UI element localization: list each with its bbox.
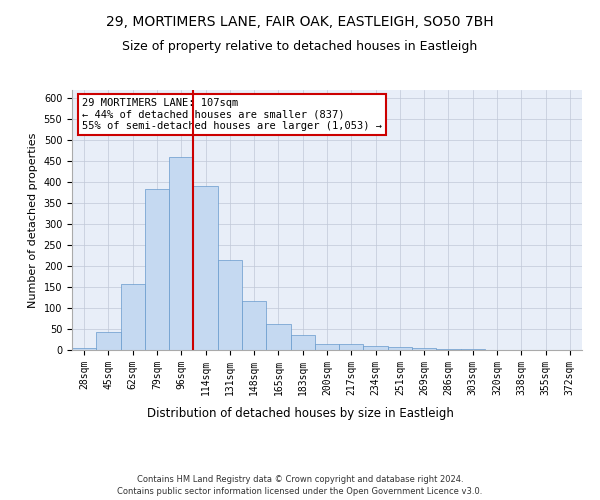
Bar [315, 344, 339, 350]
Bar [436, 348, 461, 350]
Text: 29, MORTIMERS LANE, FAIR OAK, EASTLEIGH, SO50 7BH: 29, MORTIMERS LANE, FAIR OAK, EASTLEIGH,… [106, 15, 494, 29]
Text: Size of property relative to detached houses in Eastleigh: Size of property relative to detached ho… [122, 40, 478, 53]
Bar [96, 332, 121, 350]
Bar [364, 346, 388, 350]
Bar [145, 188, 169, 350]
Bar [461, 349, 485, 350]
Bar [218, 260, 242, 350]
Bar [412, 348, 436, 350]
Text: Contains HM Land Registry data © Crown copyright and database right 2024.: Contains HM Land Registry data © Crown c… [137, 475, 463, 484]
Text: Distribution of detached houses by size in Eastleigh: Distribution of detached houses by size … [146, 408, 454, 420]
Bar [290, 336, 315, 350]
Bar [169, 157, 193, 350]
Bar [193, 186, 218, 350]
Text: Contains public sector information licensed under the Open Government Licence v3: Contains public sector information licen… [118, 488, 482, 496]
Bar [266, 324, 290, 350]
Y-axis label: Number of detached properties: Number of detached properties [28, 132, 38, 308]
Bar [242, 300, 266, 350]
Bar [339, 344, 364, 350]
Bar [72, 348, 96, 350]
Bar [121, 284, 145, 350]
Bar [388, 347, 412, 350]
Text: 29 MORTIMERS LANE: 107sqm
← 44% of detached houses are smaller (837)
55% of semi: 29 MORTIMERS LANE: 107sqm ← 44% of detac… [82, 98, 382, 131]
